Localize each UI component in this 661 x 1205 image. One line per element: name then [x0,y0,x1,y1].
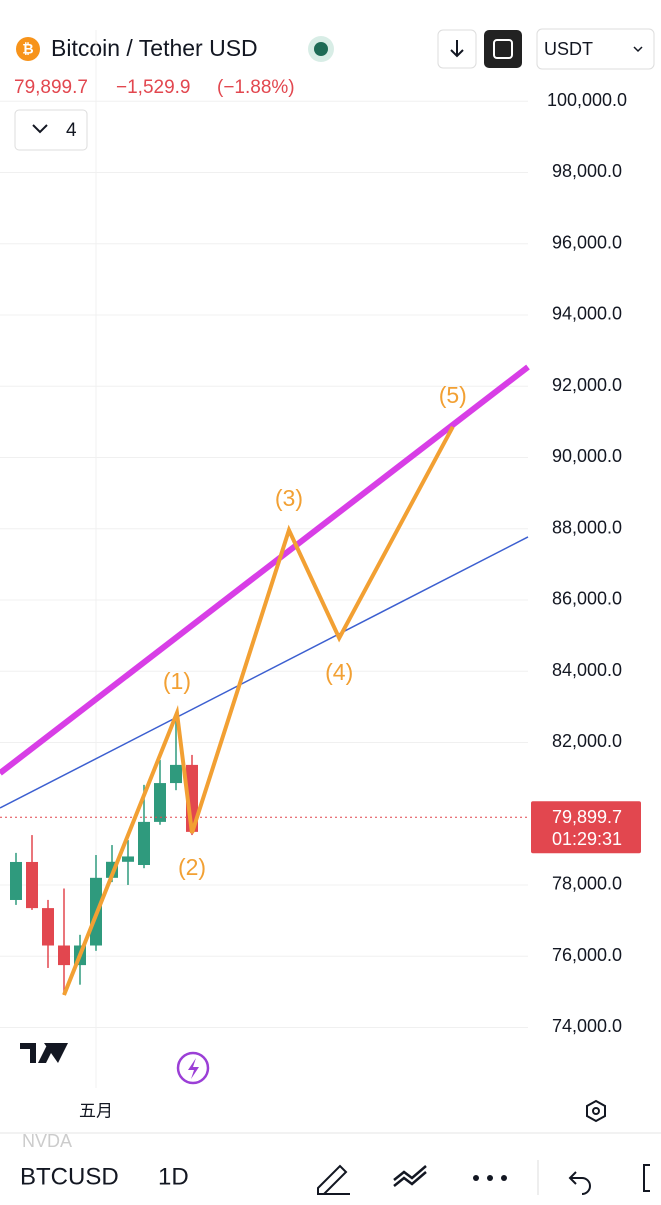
y-tick-label: 100,000.0 [547,90,627,110]
lightning-button[interactable] [176,1051,210,1085]
y-tick-label: 88,000.0 [552,517,622,537]
indicator-toggle[interactable] [14,109,88,151]
candle-body [42,908,54,946]
fullscreen-button[interactable] [484,30,522,68]
y-tick-label: 90,000.0 [552,446,622,466]
y-tick-label: 98,000.0 [552,161,622,181]
wave-label: (1) [163,668,191,694]
candle-body [170,764,182,784]
indicators-tool[interactable] [393,1165,427,1187]
y-tick-label: 74,000.0 [552,1016,622,1036]
currency: USDT [544,39,593,59]
fullscreen-icon [493,39,513,59]
tv-logo [20,1043,68,1063]
price-tag-value: 79,899.7 [552,807,622,827]
wave-label: (5) [439,382,467,408]
price-change: −1,529.9 [116,77,191,98]
elliott-wave [62,425,455,996]
wave-label: (4) [325,659,353,685]
y-tick-label: 94,000.0 [552,304,622,324]
dropdown-icon [633,46,643,53]
settings-button[interactable] [586,1099,606,1123]
y-tick-label: 84,000.0 [552,660,622,680]
y-tick-label: 78,000.0 [552,874,622,894]
chevron-icon [32,124,48,134]
more-button[interactable] [473,1175,507,1181]
y-tick-label: 76,000.0 [552,945,622,965]
plot-area: 74,000.0 76,000.0 78,000.0 82,000.0 84,000.0… [0,30,641,1120]
market-status [314,42,328,56]
currency-select[interactable] [536,28,655,70]
wave-label: (2) [178,854,206,880]
y-tick-label: 82,000.0 [552,731,622,751]
price-tag-countdown: 01:29:31 [552,829,622,849]
wave-label: (3) [275,485,303,511]
trendline [0,364,530,776]
y-tick-label: 86,000.0 [552,589,622,609]
y-tick-label: 92,000.0 [552,375,622,395]
btc-icon [16,37,40,61]
candle-body [154,783,166,822]
download-icon [450,40,464,58]
more-tools[interactable] [643,1164,650,1192]
candle-body [138,821,150,866]
candle-body [26,861,38,909]
footer-interval[interactable]: 1D [158,1163,189,1190]
y-tick-label: 96,000.0 [552,232,622,252]
candle-body [10,861,22,900]
candle-body [58,945,70,966]
x-tick-label: 五月 [79,1101,113,1120]
settings-icon [592,1107,600,1115]
undo-button[interactable] [568,1171,591,1195]
price-tag [531,801,641,854]
candle-body [122,856,134,862]
symbol-name[interactable]: Bitcoin / Tether USD [51,35,258,61]
last-price: 79,899.7 [14,77,88,98]
price-change-pct: (−1.88%) [217,77,295,98]
trendline [0,536,529,809]
draw-tool[interactable] [317,1164,350,1195]
watermark: NVDA [22,1131,72,1151]
footer-symbol[interactable]: BTCUSD [20,1163,119,1190]
indicator-count: 4 [66,120,77,141]
btc-symbol: ₿ [22,41,33,57]
lightning-icon [188,1058,199,1079]
